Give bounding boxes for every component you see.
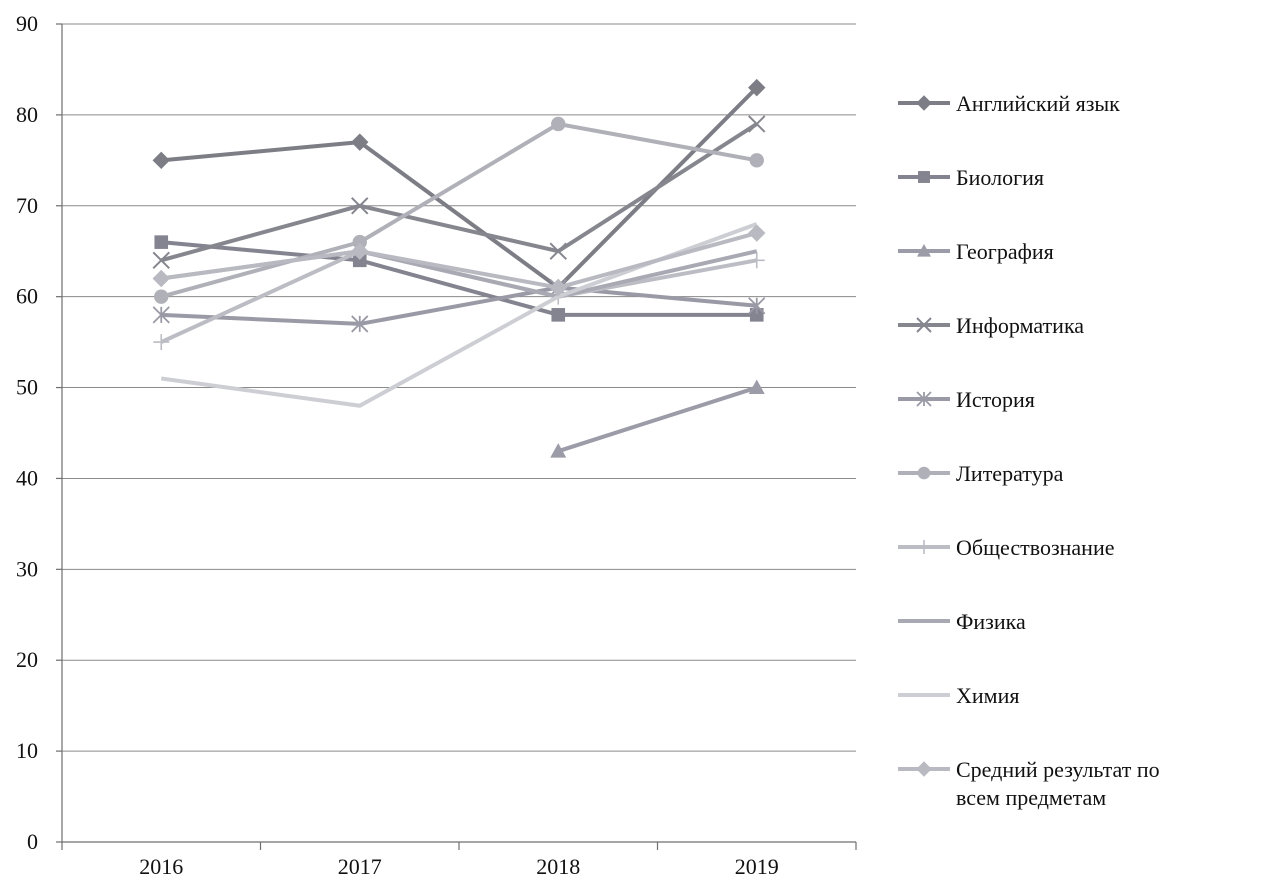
legend-item: Средний результат по всем предметам <box>898 757 1160 810</box>
series-2 <box>154 235 764 322</box>
y-tick-labels: 0 10 20 30 40 50 60 70 80 90 <box>16 11 38 854</box>
data-point <box>352 253 367 268</box>
axes <box>56 23 857 850</box>
legend-label: Обществознание <box>956 535 1115 560</box>
data-point <box>351 242 369 260</box>
data-point <box>748 115 766 133</box>
y-tick-label: 80 <box>16 102 38 127</box>
data-point <box>748 252 765 269</box>
data-point <box>748 78 766 97</box>
legend-label: История <box>956 387 1035 412</box>
legend-label: Средний результат по всем предметам <box>956 757 1160 810</box>
series-10 <box>152 224 766 297</box>
series-1 <box>152 78 766 297</box>
data-point <box>749 153 764 168</box>
legend-item: География <box>898 239 1054 264</box>
legend-marker <box>916 317 932 333</box>
data-point <box>152 269 170 288</box>
series-line <box>160 121 758 299</box>
y-tick-label: 10 <box>16 738 38 763</box>
legend-label: Физика <box>956 609 1026 634</box>
legend-item: Биология <box>898 165 1044 190</box>
x-tick-label: 2016 <box>139 854 183 879</box>
series-4 <box>152 115 766 270</box>
series-line <box>557 385 758 454</box>
data-point <box>748 297 766 315</box>
y-tick-label: 30 <box>16 556 38 581</box>
legend-label: Литература <box>956 461 1064 486</box>
series-3 <box>550 379 765 458</box>
legend-item: История <box>898 387 1035 412</box>
data-point <box>749 308 764 322</box>
legend-label: Информатика <box>956 313 1084 338</box>
gridlines <box>62 23 856 752</box>
data-point <box>152 151 170 170</box>
x-tick-label: 2017 <box>338 854 382 879</box>
data-point <box>549 278 567 297</box>
y-tick-label: 70 <box>16 193 38 218</box>
data-point <box>550 443 567 458</box>
series-6 <box>154 116 764 304</box>
legend-marker <box>917 244 931 257</box>
series-line <box>160 122 758 263</box>
series-lines <box>152 78 766 458</box>
legend-marker <box>916 761 932 777</box>
legend-item: Информатика <box>898 313 1084 338</box>
data-point <box>152 251 170 270</box>
legend-item: Обществознание <box>898 535 1115 560</box>
y-tick-label: 40 <box>16 465 38 490</box>
data-point <box>352 234 367 250</box>
y-tick-label: 0 <box>27 829 38 854</box>
legend-label: Биология <box>956 165 1044 190</box>
data-point <box>153 334 170 351</box>
data-point <box>748 379 765 394</box>
legend-item: Химия <box>898 683 1019 708</box>
legend-item: Английский язык <box>898 91 1120 116</box>
legend-marker <box>918 171 930 183</box>
series-line <box>161 285 757 326</box>
legend-marker <box>916 391 932 407</box>
legend-marker <box>917 466 931 480</box>
data-point <box>351 133 369 151</box>
legend-marker <box>916 95 932 111</box>
x-tick-labels: 2016 2017 2018 2019 <box>139 854 779 879</box>
x-tick-label: 2018 <box>536 854 580 879</box>
legend-item: Литература <box>898 461 1064 486</box>
data-point <box>351 315 369 333</box>
data-point <box>154 235 169 249</box>
legend-label: География <box>956 239 1054 264</box>
data-point <box>154 289 169 304</box>
y-tick-label: 50 <box>16 375 38 400</box>
y-tick-label: 20 <box>16 647 38 672</box>
legend-item: Физика <box>898 609 1026 634</box>
y-tick-label: 60 <box>16 284 38 309</box>
data-point <box>748 224 766 242</box>
data-point <box>551 308 566 322</box>
data-point <box>351 197 369 215</box>
legend-label: Химия <box>956 683 1019 708</box>
series-5 <box>152 278 766 333</box>
legend-marker <box>917 540 931 554</box>
x-tick-label: 2019 <box>735 854 779 879</box>
data-point <box>152 306 170 324</box>
legend: Английский язык Биология География Информат… <box>898 91 1160 810</box>
data-point <box>549 242 567 260</box>
y-tick-label: 90 <box>16 11 38 36</box>
data-point <box>551 116 566 132</box>
legend-label: Английский язык <box>956 91 1120 116</box>
series-line <box>160 231 758 290</box>
series-line <box>161 240 757 317</box>
